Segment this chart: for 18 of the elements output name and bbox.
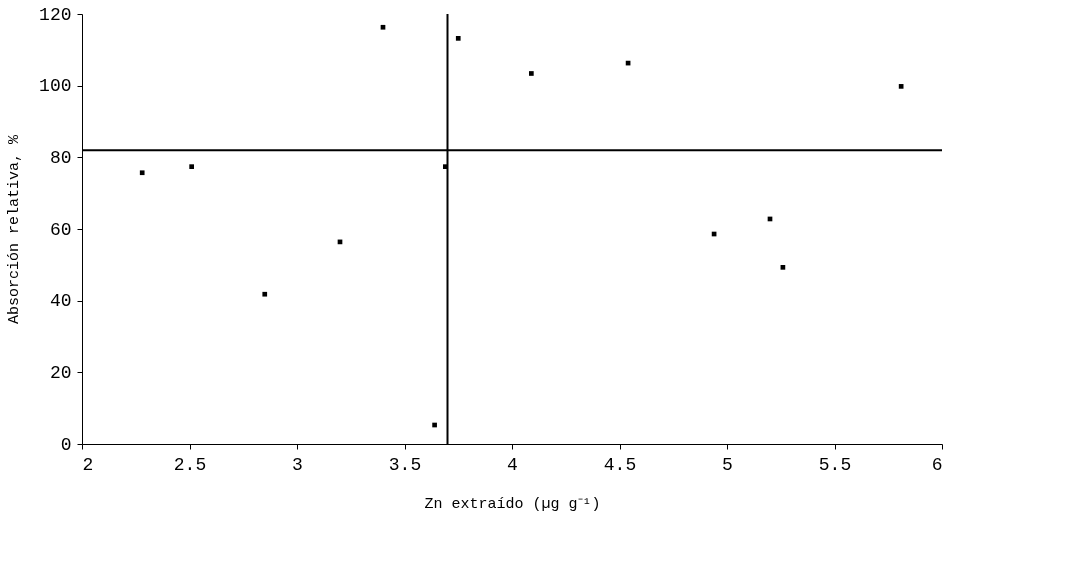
x-tick-label: 5.5 (818, 454, 852, 475)
x-axis-title: Zn extraído (µg g⁻¹) (424, 495, 601, 513)
y-tick-label: 0 (60, 434, 72, 455)
x-tick-label: 6 (931, 454, 943, 475)
x-tick-label: 5 (722, 454, 733, 475)
y-tick-label: 100 (39, 76, 72, 97)
y-axis-title: Absorción relativa, % (6, 133, 24, 325)
y-tick-label: 20 (49, 362, 72, 383)
y-tick-label: 60 (49, 219, 72, 240)
x-tick-label: 4.5 (603, 454, 637, 475)
x-tick-label: 3 (292, 454, 303, 475)
x-tick-label: 2 (82, 454, 94, 475)
y-tick-label: 80 (49, 147, 72, 168)
y-tick-label: 40 (49, 291, 72, 312)
x-tick-label: 2.5 (173, 454, 207, 475)
x-tick-label: 3.5 (388, 454, 422, 475)
y-tick-label: 120 (39, 4, 72, 25)
x-tick-label: 4 (507, 454, 518, 475)
